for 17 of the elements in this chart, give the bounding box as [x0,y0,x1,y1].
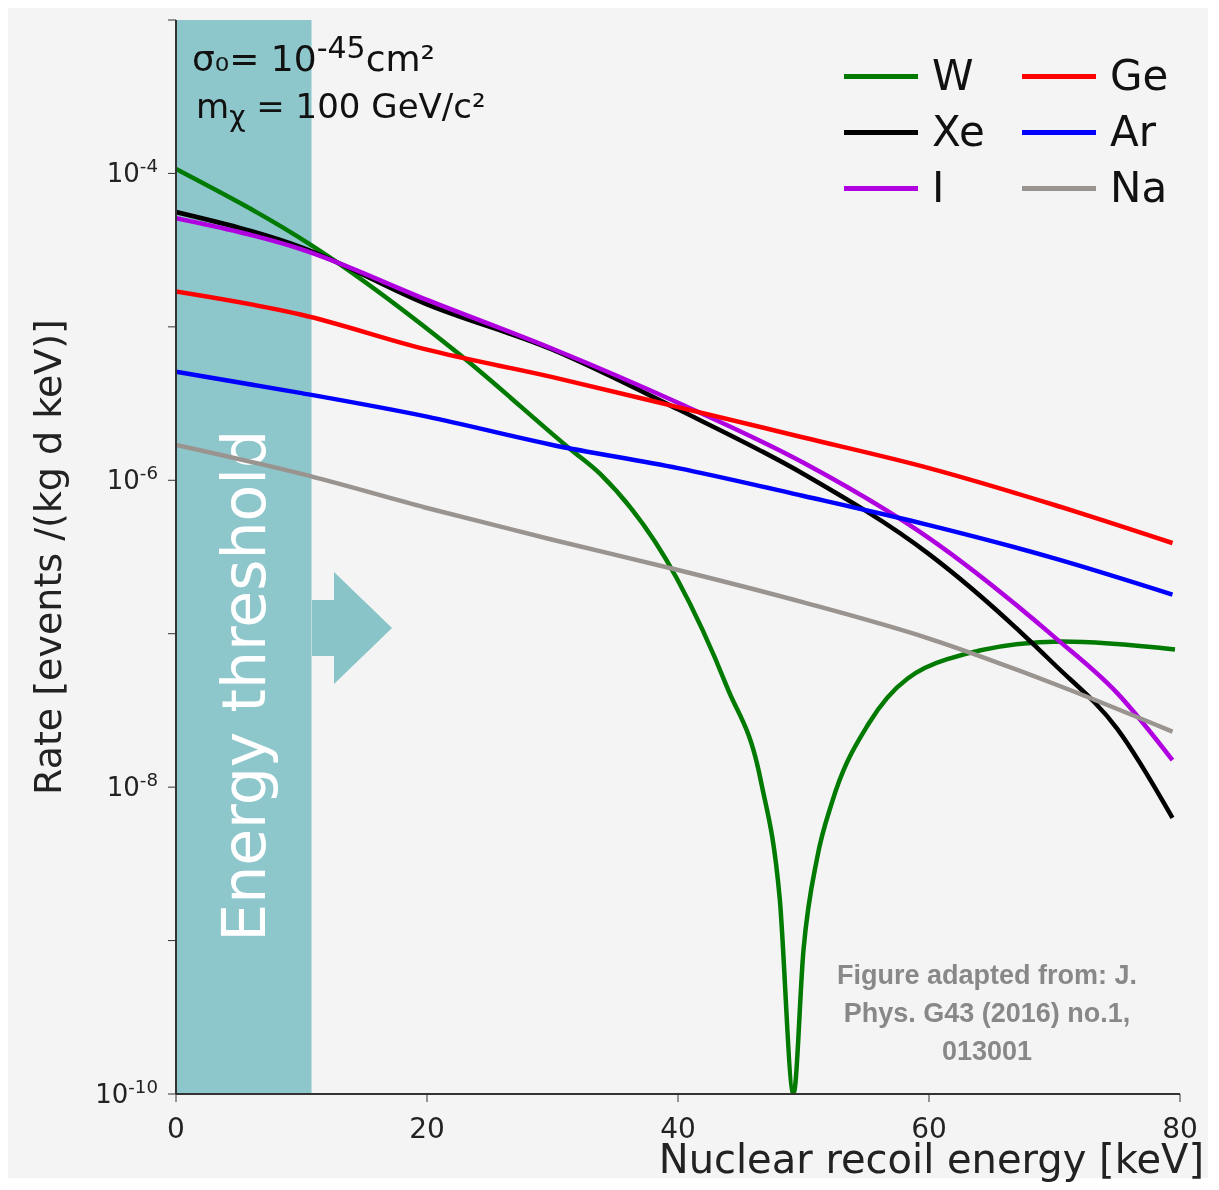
annotation: Figure adapted from: J. Phys. G43 (2016) no.1, 013001 [835,959,1138,1068]
annotation: σ₀= 10$^{-45}$cm² [192,30,435,79]
x-tick-label: 20 [409,1112,445,1145]
y-tick-label: 10$^{-4}$ [106,154,158,189]
annotation: m$_{χ}$ = 100 GeV/c² [196,86,486,133]
x-tick-label: 0 [167,1112,185,1145]
legend-label: W [932,50,975,102]
band-label: Energy threshold [208,430,279,942]
y-tick-label: 10$^{-6}$ [106,461,158,496]
legend-label: Ge [1110,50,1170,102]
y-axis-title: Rate [events /(kg d keV)] [26,319,71,795]
legend-label: Na [1110,162,1169,214]
legend-label: Xe [932,106,986,158]
y-tick-label: 10$^{-8}$ [106,768,158,803]
legend-label: Ar [1110,106,1157,158]
y-tick-label: 10$^{-10}$ [95,1075,158,1109]
legend-label: I [932,162,946,214]
